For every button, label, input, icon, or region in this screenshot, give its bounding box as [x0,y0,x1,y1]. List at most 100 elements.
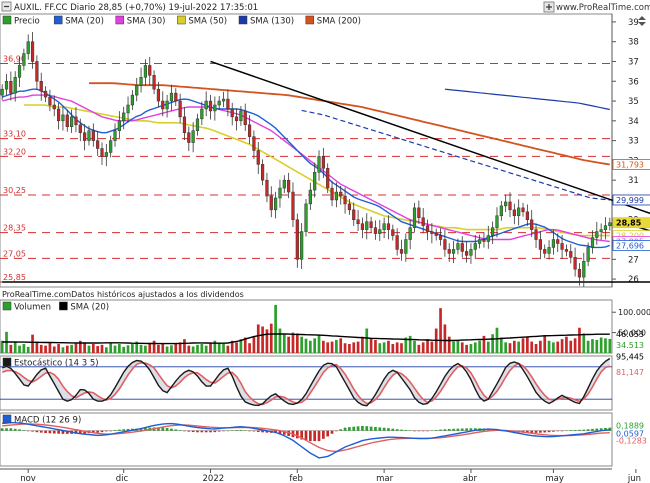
candle [208,100,213,112]
macd-histogram-bar [526,430,529,433]
volume-bar [83,342,86,353]
macd-histogram-bar [586,429,590,431]
candle [191,130,195,143]
candle [317,156,321,173]
legend-label: MACD (12 26 9) [14,416,81,426]
volume-bar [226,345,230,353]
candle [96,140,100,149]
candle [508,201,512,211]
macd-histogram-bar [22,430,26,431]
price-legend: Precio SMA (20) SMA (30) SMA (50) SMA (130) S… [2,15,361,27]
macd-signal-line [2,423,610,453]
volume-bar [512,340,516,353]
volume-bar [269,323,273,353]
macd-histogram-bar [161,427,165,431]
macd-histogram-bar [100,430,104,433]
candle [352,209,356,220]
candle [274,197,278,211]
volume-bar [122,346,126,353]
macd-histogram-bar [378,427,382,431]
candle [57,108,61,122]
legend-label: SMA (20) [65,17,104,27]
macd-histogram-bar [78,430,82,434]
macd-histogram-bar [265,430,269,433]
candle [65,114,69,128]
candle [256,150,260,165]
legend-swatch [238,15,248,25]
volume-bar [408,335,412,353]
volume-bar [148,342,152,353]
candle [126,104,130,114]
volume-bar [469,344,473,353]
macd-histogram-bar [170,428,173,431]
candle [234,116,239,122]
volume-bar [282,334,286,353]
volume-bar [230,340,234,353]
plus-icon[interactable] [543,1,555,13]
macd-histogram-bar [434,430,438,431]
volume-bar [604,338,607,353]
price-value-box [612,159,650,170]
volume-bar [382,342,386,353]
volume-bar [486,341,490,353]
candle [482,239,486,242]
volume-bar [395,342,399,353]
volume-bar [74,343,78,353]
candle [291,191,295,220]
volume-bar [378,343,382,353]
macd-histogram-bar [426,430,429,432]
candle [239,110,243,122]
volume-bar [165,346,169,353]
volume-bar [530,341,534,353]
candle [360,223,365,230]
volume-bar [508,343,512,353]
x-tick-label: may [545,474,564,483]
price-tick-label: 36 [628,77,639,87]
volume-bar [157,344,160,353]
support-label: 36,90 [3,54,26,63]
candle [243,110,247,126]
macd-histogram-bar [573,430,577,431]
x-tick-label: feb [289,474,303,483]
macd-histogram-bar [391,428,395,431]
macd-histogram-bar [374,426,377,431]
volume-bar [456,340,460,353]
volume-bar [204,345,208,353]
legend-label: SMA (50) [188,17,227,27]
candle [582,261,586,278]
candle [282,179,286,189]
volume-bar [591,339,594,353]
volume-bar [96,346,100,353]
minus-icon[interactable] [1,1,12,12]
volume-bar [152,340,156,353]
macd-histogram-bar [569,430,573,431]
candle [430,231,434,234]
up-down-arrows-icon[interactable] [638,16,646,26]
macd-histogram-bar [226,430,230,432]
stochastic-frame [0,355,613,411]
candle [9,81,13,94]
candle [78,124,82,133]
volume-bar [274,304,277,353]
candle [109,140,113,153]
candle [495,215,499,228]
stochastic-fill [2,358,610,406]
volume-bar [26,346,30,353]
volume-tick-label: 100.000 [618,308,650,317]
volume-bar [465,344,468,353]
legend-label: Precio [14,17,40,27]
legend-swatch [53,15,63,25]
volume-bar [495,327,499,353]
candle [304,203,308,232]
volume-bar [87,345,91,353]
macd-histogram-bar [560,430,564,432]
candle [512,209,516,217]
volume-bar [595,339,599,353]
candle [139,77,143,86]
candle [330,187,334,201]
volume-bar [57,344,60,353]
legend-swatch [115,15,125,25]
stochastic-legend: Estocástico (14 3 5) [2,357,99,369]
macd-histogram-bar [430,430,434,432]
sma50-line [23,104,610,237]
